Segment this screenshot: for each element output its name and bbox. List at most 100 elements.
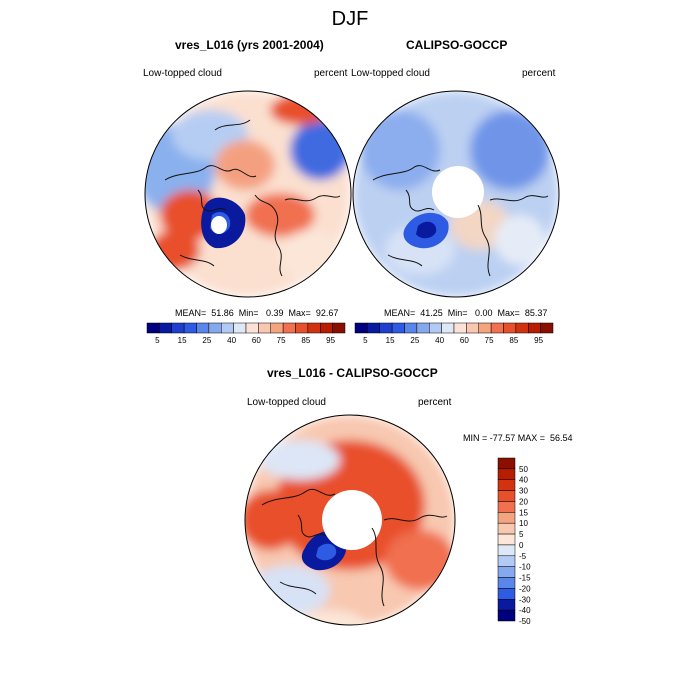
colorbar-model-swatch [233,322,247,334]
colorbar-diff-swatch [497,512,516,524]
coastlines-diff [261,488,448,607]
colorbar-diff-tick-label: 0 [519,541,524,550]
colorbar-diff-swatch [497,457,516,470]
colorbar-obs-swatch [379,322,393,334]
colorbar-diff-tick-label: -10 [519,563,531,572]
colorbar-diff-tick-label: 15 [519,508,528,517]
colorbar-model-tick-label: 95 [326,336,335,345]
colorbar-diff-swatch [497,599,516,611]
colorbar-diff-swatch [497,577,516,589]
colorbar-diff-tick-label: -5 [519,552,527,561]
colorbar-obs-swatch [503,322,517,334]
map-diff-border [244,414,456,626]
colorbar-obs-swatch [540,322,554,334]
colorbar-model: 5 15 25 40 60 75 85 95 [146,322,346,345]
colorbar-model-swatch [183,322,197,334]
colorbar-obs-swatch [453,322,467,334]
colorbar-model-swatch [146,322,160,334]
colorbar-diff-swatch [497,555,516,567]
colorbar-diff-swatch [497,609,516,622]
colorbar-model-swatch [332,322,346,334]
colorbar-diff-tick-label: -50 [519,617,531,626]
coastlines-obs [372,165,549,277]
panel3-units-label: percent [418,397,452,408]
colorbar-obs-swatch [404,322,418,334]
panel1-title: vres_L016 (yrs 2001-2004) [175,38,324,52]
colorbar-model-swatch [245,322,259,334]
panel3-title: vres_L016 - CALIPSO-GOCCP [267,366,438,380]
colorbar-obs-tick-label: 95 [534,336,543,345]
colorbar-diff-tick-label: 5 [519,530,524,539]
colorbar-diff-swatch [497,544,516,557]
colorbar-obs-swatch [416,322,430,334]
colorbar-model-swatch [307,322,321,334]
panel2-title: CALIPSO-GOCCP [406,38,508,52]
colorbar-diff-swatch [497,588,516,600]
colorbar-diff-tick-label: 10 [519,519,528,528]
colorbar-obs-swatch [528,322,541,334]
colorbar-obs-tick-label: 25 [410,336,419,345]
colorbar-model-tick-label: 85 [301,336,310,345]
panel1-units-label: percent [314,68,348,79]
colorbar-diff-tick-label: -40 [519,606,531,615]
colorbar-obs-tick-label: 75 [485,336,494,345]
colorbar-model-tick-label: 60 [252,336,261,345]
colorbar-obs-tick-label: 60 [460,336,469,345]
colorbar-diff-tick-label: 50 [519,465,528,474]
colorbar-model-swatch [258,322,271,334]
colorbar-obs-swatch [466,322,479,334]
colorbar-model-tick-label: 40 [227,336,236,345]
colorbar-diff-swatch [497,501,516,513]
colorbar-obs-swatch [391,322,405,334]
colorbar-obs-tick-label: 15 [386,336,395,345]
colorbar-diff-swatch [497,468,516,480]
colorbar-obs-swatch [354,322,368,334]
colorbar-model-swatch [295,322,309,334]
colorbar-model-swatch [320,322,333,334]
page-title: DJF [331,8,369,30]
map-obs-border [352,90,560,298]
colorbar-obs-tick-label: 85 [509,336,518,345]
panel2-stats: MEAN= 41.25 Min= 0.00 Max= 85.37 [384,308,548,318]
colorbar-model-swatch [208,322,222,334]
colorbar-obs-swatch [367,322,380,334]
colorbar-model-tick-label: 15 [178,336,187,345]
colorbar-diff-swatch [497,479,516,491]
panel2-variable-label: Low-topped cloud [351,68,430,79]
coastlines-model [164,119,341,277]
panel3-stats: MIN = -77.57 MAX = 56.54 [463,433,573,443]
colorbar-diff-tick-label: -15 [519,574,531,583]
colorbar-diff-tick-label: 40 [519,476,528,485]
colorbar-model-swatch [270,322,284,334]
map-model [145,91,351,297]
colorbar-diff-swatch [497,533,516,546]
map-diff-polar-gap [322,490,382,550]
panel1-variable-label: Low-topped cloud [143,68,222,79]
colorbar-model-swatch [196,322,210,334]
colorbar-obs-tick-label: 40 [435,336,444,345]
colorbar-diff-swatch [497,522,516,535]
colorbar-diff-swatch [497,566,516,578]
colorbar-diff-tick-label: 30 [519,487,528,496]
panel2-units-label: percent [522,68,556,79]
colorbar-obs-tick-label: 5 [363,336,368,345]
colorbar-diff-swatch [497,490,516,502]
colorbar-obs: 5 15 25 40 60 75 85 95 [354,322,554,345]
colorbar-obs-swatch [515,322,529,334]
panel3-variable-label: Low-topped cloud [247,397,326,408]
colorbar-obs-swatch [490,322,504,334]
colorbar-model-tick-label: 75 [277,336,286,345]
colorbar-diff-tick-label: -20 [519,584,531,593]
map-obs-polar-gap [432,166,484,218]
colorbar-model-swatch [171,322,185,334]
colorbar-diff-tick-label: 20 [519,497,528,506]
colorbar-model-swatch [282,322,296,334]
colorbar-diff-tick-label: -30 [519,595,531,604]
colorbar-model-tick-label: 5 [155,336,160,345]
map-model-border [144,90,352,298]
colorbar-model-swatch [159,322,172,334]
colorbar-model-swatch [221,322,234,334]
colorbar-obs-swatch [478,322,492,334]
